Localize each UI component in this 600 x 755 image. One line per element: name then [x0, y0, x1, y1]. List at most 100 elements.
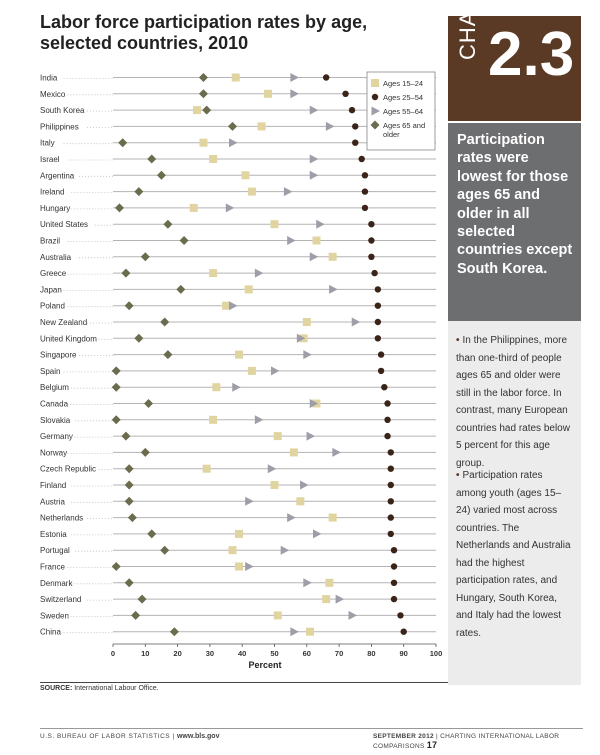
- data-point-circle: [397, 612, 404, 619]
- data-point-square: [199, 138, 208, 147]
- data-point-circle: [374, 286, 382, 293]
- data-point-square: [325, 578, 334, 587]
- data-point-square: [273, 432, 282, 441]
- data-point-square: [270, 481, 279, 489]
- category-label: Slovakia: [40, 416, 71, 425]
- data-point-square: [257, 122, 266, 131]
- data-point-diamond: [124, 578, 134, 588]
- category-label: Norway: [40, 448, 67, 457]
- x-tick-label: 30: [206, 649, 214, 658]
- data-point-triangle: [309, 105, 319, 115]
- data-point-circle: [374, 318, 382, 326]
- data-point-triangle: [303, 578, 312, 588]
- data-point-triangle: [316, 219, 325, 229]
- x-tick-label: 70: [335, 649, 343, 658]
- category-label: Finland: [40, 481, 66, 490]
- data-point-circle: [400, 628, 407, 635]
- data-point-triangle: [232, 382, 241, 392]
- data-point-square: [289, 448, 298, 457]
- chart-title: Labor force participation rates by age, …: [40, 12, 368, 53]
- data-point-circle: [352, 123, 359, 130]
- data-point-circle: [387, 514, 394, 521]
- note-text: Participation rates among youth (ages 15…: [456, 470, 571, 639]
- data-point-square: [244, 285, 253, 294]
- category-label: Sweden: [40, 611, 69, 620]
- data-point-diamond: [147, 154, 157, 164]
- source-text: International Labour Office.: [74, 685, 159, 692]
- footer-date: SEPTEMBER 2012: [373, 733, 434, 740]
- category-label: Ireland: [40, 188, 64, 197]
- x-tick-label: 80: [367, 649, 375, 658]
- data-point-circle: [371, 269, 378, 277]
- data-point-circle: [377, 367, 385, 375]
- category-label: Switzerland: [40, 595, 81, 604]
- data-point-diamond: [169, 627, 179, 637]
- data-point-diamond: [134, 333, 144, 343]
- data-point-circle: [352, 139, 359, 146]
- data-point-square: [222, 301, 231, 310]
- data-point-square: [231, 73, 240, 82]
- category-label: Spain: [40, 367, 60, 376]
- data-point-triangle: [290, 73, 299, 82]
- data-point-diamond: [179, 236, 189, 245]
- data-point-diamond: [131, 610, 141, 620]
- x-tick-label: 60: [303, 649, 311, 658]
- data-point-circle: [384, 432, 391, 440]
- footer-divider-glyph: |: [172, 733, 175, 740]
- category-label: Argentina: [40, 171, 75, 180]
- category-label: Greece: [40, 269, 67, 278]
- data-point-square: [296, 497, 305, 506]
- category-label: Portugal: [40, 546, 70, 555]
- data-point-triangle: [309, 170, 319, 180]
- data-point-square: [328, 513, 337, 522]
- data-point-diamond: [137, 594, 147, 604]
- data-point-diamond: [163, 350, 173, 360]
- data-point-square: [241, 171, 250, 180]
- footer-url[interactable]: www.bls.gov: [176, 733, 220, 740]
- category-label: Mexico: [40, 90, 66, 99]
- data-point-circle: [348, 106, 356, 114]
- data-point-square: [209, 415, 218, 424]
- data-point-triangle: [267, 464, 277, 474]
- data-point-diamond: [140, 252, 150, 262]
- data-point-circle: [387, 498, 394, 505]
- data-point-triangle: [309, 252, 319, 262]
- data-point-square: [302, 318, 311, 326]
- data-point-square: [209, 155, 218, 163]
- x-tick-label: 0: [111, 649, 115, 658]
- data-point-diamond: [118, 138, 128, 148]
- data-point-square: [192, 106, 201, 115]
- data-point-triangle: [329, 284, 338, 294]
- data-point-circle: [361, 204, 369, 212]
- data-point-circle: [384, 416, 391, 423]
- data-point-diamond: [163, 219, 173, 229]
- x-tick-label: 10: [141, 649, 149, 658]
- data-point-circle: [368, 253, 375, 260]
- data-point-triangle: [245, 496, 254, 506]
- data-point-circle: [322, 74, 330, 81]
- data-point-diamond: [134, 187, 144, 197]
- data-point-triangle: [309, 399, 319, 408]
- bullet-icon: •: [456, 470, 460, 481]
- data-point-diamond: [121, 431, 131, 441]
- data-point-diamond: [124, 480, 134, 490]
- data-point-triangle: [245, 562, 254, 571]
- data-point-circle: [358, 155, 365, 163]
- legend-marker-icon: [370, 120, 380, 130]
- data-point-triangle: [290, 89, 299, 99]
- data-point-diamond: [127, 513, 137, 523]
- sidebar-note: • In the Philippines, more than one-third…: [456, 332, 574, 472]
- data-point-diamond: [144, 399, 154, 408]
- data-point-diamond: [198, 89, 208, 99]
- data-point-square: [322, 595, 331, 604]
- data-point-triangle: [296, 333, 306, 343]
- category-label: Canada: [40, 400, 69, 409]
- data-point-diamond: [111, 415, 121, 425]
- data-point-triangle: [229, 138, 238, 148]
- data-point-square: [228, 546, 237, 555]
- data-point-diamond: [124, 464, 134, 474]
- data-point-triangle: [309, 154, 319, 164]
- category-label: Israel: [40, 155, 60, 164]
- data-point-triangle: [287, 513, 296, 523]
- data-point-triangle: [271, 366, 280, 376]
